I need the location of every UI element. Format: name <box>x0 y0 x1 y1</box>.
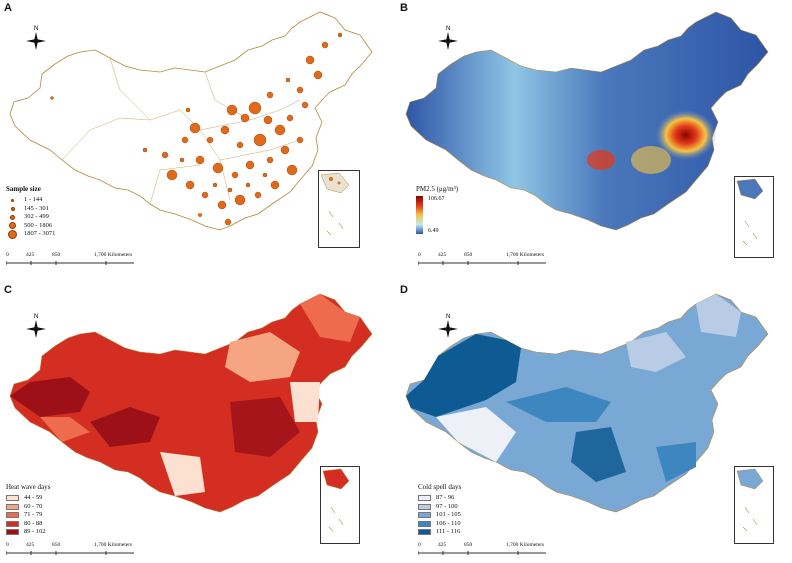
sample-size-dots <box>50 32 343 226</box>
cold-spell-legend: Cold spell days 87 - 96 97 - 100 101 - 1… <box>418 484 461 537</box>
legend-item-label: 106 - 110 <box>436 519 461 527</box>
heat-wave-legend: Heat wave days 44 - 59 60 - 70 71 - 79 8… <box>6 484 50 537</box>
legend-item: 1 - 144 <box>6 196 55 205</box>
panel-d-cold-spell-map: D N Cold spell days 87 - 96 97 - 100 101… <box>396 282 792 563</box>
legend-item-label: 97 - 100 <box>436 502 458 510</box>
compass-icon: N <box>26 314 46 338</box>
legend-item: 80 - 88 <box>6 520 50 529</box>
scale-tick: 0 <box>6 542 9 548</box>
legend-item: 71 - 79 <box>6 511 50 520</box>
scale-tick: 1,700 Kilometers <box>506 542 545 548</box>
panel-letter: C <box>4 284 12 296</box>
legend-item-label: 111 - 116 <box>436 528 461 535</box>
legend-min: 6.49 <box>428 228 439 234</box>
legend-item: 302 - 499 <box>6 213 55 222</box>
scale-tick: 425 <box>438 542 447 548</box>
panel-a-sample-size-map: A <box>0 0 396 281</box>
south-china-sea-inset <box>318 170 360 248</box>
north-label: N <box>34 26 38 32</box>
legend-item-label: 60 - 70 <box>24 502 43 510</box>
south-china-sea-inset <box>734 466 774 544</box>
panel-letter: A <box>4 2 12 14</box>
legend-item: 60 - 70 <box>6 503 50 512</box>
scale-tick: 850 <box>52 542 61 548</box>
pm25-raster-map <box>405 11 769 231</box>
legend-item: 97 - 100 <box>418 503 461 512</box>
legend-item-label: 44 - 59 <box>24 494 43 501</box>
sample-size-legend: Sample size 1 - 144 145 - 301 302 - 499 … <box>6 186 55 239</box>
heat-wave-choropleth <box>9 293 373 513</box>
legend-item: 101 - 105 <box>418 511 461 520</box>
scale-tick: 850 <box>464 252 473 258</box>
scale-tick: 850 <box>464 542 473 548</box>
legend-item-label: 500 - 1806 <box>24 221 53 229</box>
legend-title: Cold spell days <box>418 483 462 491</box>
pm25-gradient-bar <box>416 196 423 234</box>
scale-tick: 0 <box>418 542 421 548</box>
compass-icon: N <box>438 314 458 338</box>
south-china-sea-inset <box>734 176 774 258</box>
south-china-sea-inset <box>320 466 360 544</box>
panel-letter: B <box>400 2 408 14</box>
compass-icon: N <box>26 26 46 50</box>
scale-tick: 850 <box>52 252 61 258</box>
scale-tick: 425 <box>438 252 447 258</box>
legend-item: 1807 - 3071 <box>6 229 56 239</box>
legend-max: 106.67 <box>428 196 445 202</box>
scale-tick: 1,700 Kilometers <box>506 252 545 258</box>
legend-item: 89 - 102 <box>6 528 50 537</box>
north-label: N <box>34 314 38 320</box>
scale-bar: 0 425 850 1,700 Kilometers <box>418 542 568 555</box>
north-arrow: N <box>24 24 48 54</box>
north-label: N <box>446 26 450 32</box>
pm25-legend: PM2.5 (μg/m³) 106.67 6.49 <box>416 186 458 234</box>
scale-bar: 0 425 850 1,700 Kilometers <box>6 252 156 265</box>
legend-title: PM2.5 (μg/m³) <box>416 185 459 193</box>
legend-item-label: 101 - 105 <box>436 511 461 518</box>
legend-title: Heat wave days <box>6 483 51 491</box>
scale-bar: 0 425 850 1,700 Kilometers <box>418 252 568 265</box>
legend-item-label: 80 - 88 <box>24 519 43 527</box>
legend-item: 500 - 1806 <box>6 222 55 231</box>
legend-item-label: 87 - 96 <box>436 494 455 501</box>
legend-title: Sample size <box>6 185 41 193</box>
north-arrow: N <box>24 312 48 342</box>
panel-letter: D <box>400 284 408 296</box>
scale-tick: 425 <box>26 252 35 258</box>
north-arrow: N <box>436 312 460 342</box>
legend-item-label: 145 - 301 <box>24 204 49 212</box>
north-arrow: N <box>436 24 460 54</box>
legend-item: 106 - 110 <box>418 520 461 529</box>
legend-item: 44 - 59 <box>6 494 50 503</box>
map-dot <box>198 213 202 217</box>
panel-c-heat-wave-map: C N Heat wave days 44 - 59 60 - 70 71 - … <box>0 282 396 563</box>
scale-bar: 0 425 850 1,700 Kilometers <box>6 542 156 555</box>
cold-spell-choropleth <box>405 293 769 513</box>
china-outline-map <box>9 11 373 231</box>
scale-tick: 1,700 Kilometers <box>94 252 133 258</box>
panel-b-pm25-map: B N PM2.5 (μg/m³) <box>396 0 792 281</box>
legend-item: 111 - 116 <box>418 528 461 537</box>
legend-item-label: 1 - 144 <box>24 196 43 203</box>
scale-tick: 0 <box>418 252 421 258</box>
legend-item-label: 71 - 79 <box>24 511 43 518</box>
legend-item-label: 89 - 102 <box>24 528 46 535</box>
north-label: N <box>446 314 450 320</box>
scale-tick: 0 <box>6 252 9 258</box>
compass-icon: N <box>438 26 458 50</box>
legend-item-label: 1807 - 3071 <box>24 230 56 237</box>
legend-item: 145 - 301 <box>6 205 55 214</box>
legend-item-label: 302 - 499 <box>24 213 49 220</box>
province-borders <box>61 57 301 205</box>
scale-tick: 425 <box>26 542 35 548</box>
legend-item: 87 - 96 <box>418 494 461 503</box>
scale-tick: 1,700 Kilometers <box>94 542 133 548</box>
